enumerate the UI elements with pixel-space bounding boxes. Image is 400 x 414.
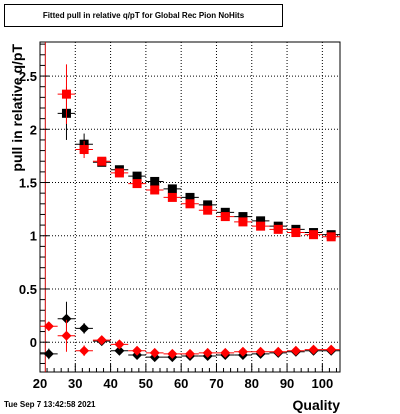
x-tick-label: 90	[280, 376, 294, 391]
data-point	[114, 345, 125, 356]
data-point	[79, 145, 89, 155]
chart-title: Fitted pull in relative q/pT for Global …	[42, 11, 245, 20]
data-point	[132, 345, 143, 356]
timestamp: Tue Sep 7 13:42:58 2021	[4, 400, 96, 409]
data-point	[43, 348, 54, 359]
series-1	[57, 64, 340, 242]
data-point	[167, 348, 178, 359]
grid-layer	[40, 42, 340, 372]
x-tick-label: 100	[312, 376, 334, 391]
series-3	[40, 319, 340, 359]
y-tick-label: 2.5	[19, 69, 37, 84]
data-point	[61, 313, 72, 324]
data-point	[203, 205, 213, 215]
x-tick-label: 60	[174, 376, 188, 391]
data-point	[61, 330, 72, 341]
data-point	[185, 199, 195, 209]
data-layer	[40, 64, 340, 363]
x-tick-label: 20	[33, 376, 47, 391]
data-point	[79, 323, 90, 334]
data-point	[150, 185, 160, 195]
data-point	[150, 176, 160, 186]
data-point	[256, 221, 266, 231]
data-point	[291, 228, 301, 238]
data-point	[114, 339, 125, 350]
data-point	[273, 224, 283, 234]
data-point	[326, 232, 336, 242]
data-point	[97, 156, 107, 166]
data-point	[132, 171, 142, 181]
data-point	[256, 216, 266, 226]
data-point	[149, 347, 160, 358]
data-point	[326, 344, 337, 355]
y-tick-label: 2	[30, 122, 37, 137]
data-point	[220, 212, 230, 222]
x-axis-title: Quality	[293, 397, 341, 413]
y-axis-title: pull in relative q/pT	[9, 44, 25, 172]
data-point	[238, 217, 248, 227]
data-point	[114, 168, 124, 178]
y-tick-label: 1	[30, 229, 37, 244]
ticks-layer: 20 30 40 50 60 70 80 90 100 0 0.5 1 1.5 2 2.5	[19, 43, 337, 391]
data-point	[167, 192, 177, 202]
data-point	[273, 346, 284, 357]
x-tick-label: 50	[139, 376, 153, 391]
data-point	[237, 346, 248, 357]
data-point	[255, 346, 266, 357]
data-point	[238, 212, 248, 222]
y-tick-label: 0	[30, 335, 37, 350]
data-point	[309, 230, 319, 240]
data-point	[61, 89, 71, 99]
data-point	[79, 345, 90, 356]
x-tick-label: 30	[68, 376, 82, 391]
data-point	[167, 184, 177, 194]
data-point	[185, 192, 195, 202]
data-point	[308, 344, 319, 355]
x-tick-label: 40	[103, 376, 117, 391]
y-tick-label: 0.5	[19, 282, 37, 297]
chart-title-box: Fitted pull in relative q/pT for Global …	[4, 4, 283, 27]
plot-frame	[39, 41, 341, 373]
x-tick-label: 70	[209, 376, 223, 391]
x-tick-label: 80	[245, 376, 259, 391]
data-point	[203, 200, 213, 210]
data-point	[185, 348, 195, 359]
data-point	[132, 179, 142, 189]
data-point	[202, 347, 213, 358]
data-point	[96, 335, 107, 346]
y-tick-label: 1.5	[19, 176, 37, 191]
data-point	[290, 345, 301, 356]
data-point	[220, 347, 231, 358]
data-point	[43, 321, 54, 332]
